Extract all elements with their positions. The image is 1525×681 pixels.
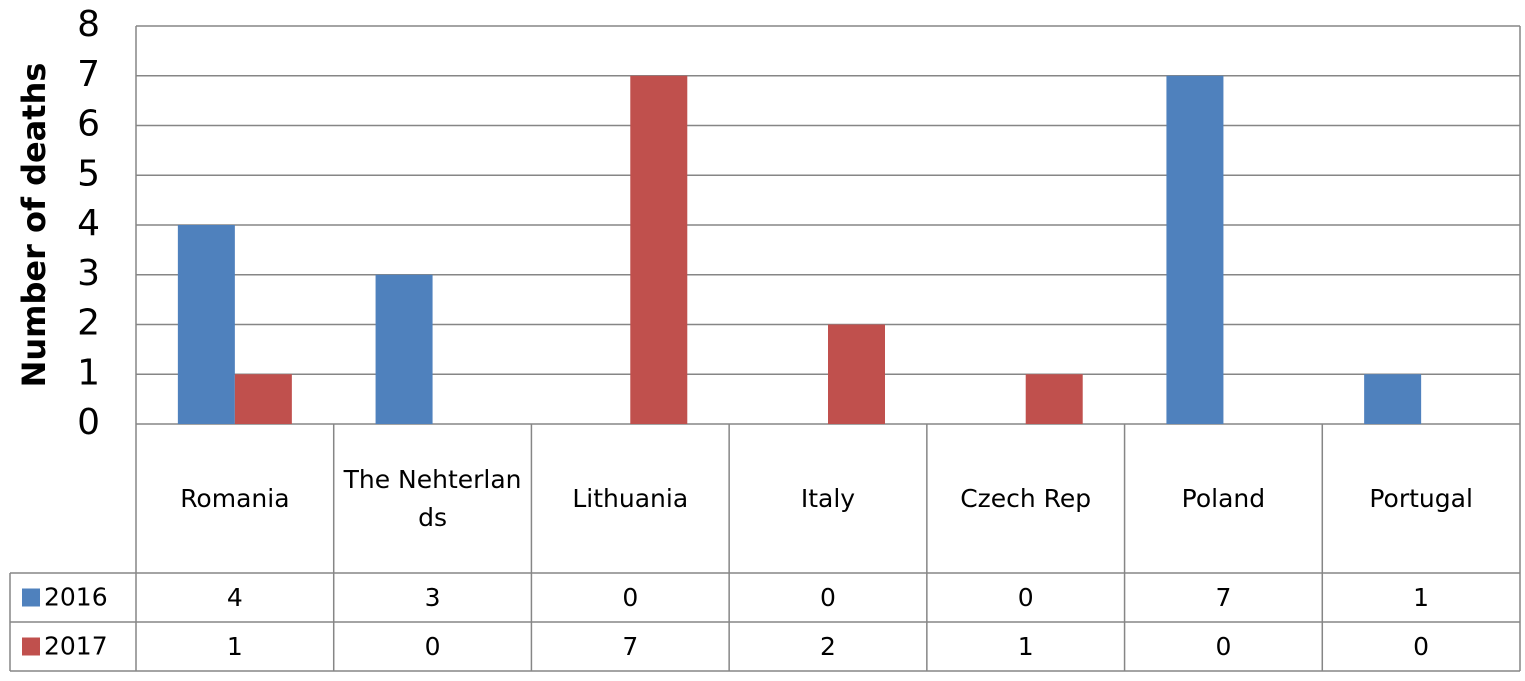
table-value: 7 [622, 631, 639, 661]
legend-key [22, 637, 40, 656]
x-tick-label: Portugal [1369, 483, 1473, 513]
legend-key [22, 588, 40, 607]
y-tick-label: 1 [77, 352, 100, 393]
table-value: 1 [226, 631, 243, 661]
table-value: 0 [622, 582, 639, 612]
table-value: 2 [820, 631, 836, 661]
x-tick-label: Romania [180, 483, 290, 513]
legend-label: 2016 [44, 583, 108, 612]
y-tick-label: 8 [77, 4, 100, 45]
y-tick-label: 5 [77, 153, 100, 194]
x-tick-label: Italy [800, 483, 856, 513]
legend-label: 2017 [44, 632, 108, 661]
table-value: 1 [1017, 631, 1034, 661]
table-value: 0 [424, 631, 441, 661]
bar [1364, 374, 1422, 424]
bar [828, 324, 885, 424]
table-value: 0 [1215, 631, 1232, 661]
x-tick-label: Poland [1181, 483, 1266, 513]
y-tick-label: 7 [77, 54, 100, 95]
y-tick-label: 3 [77, 253, 100, 294]
y-tick-label: 4 [77, 203, 100, 244]
table-value: 4 [226, 582, 243, 612]
table-value: 0 [1017, 582, 1034, 612]
y-tick-label: 2 [77, 303, 100, 344]
bar [234, 374, 292, 424]
bar [1166, 75, 1224, 424]
bar [1025, 374, 1083, 424]
y-axis-label: Number of deaths [15, 63, 53, 388]
bar [375, 274, 433, 424]
table-value: 0 [1413, 631, 1430, 661]
bar [630, 75, 688, 424]
table-value: 0 [820, 582, 836, 612]
table-value: 3 [424, 582, 441, 612]
table-value: 1 [1413, 582, 1430, 612]
x-tick-label: The Nehterlands [343, 464, 522, 532]
bar [177, 225, 235, 424]
x-tick-label: Czech Rep [960, 483, 1092, 513]
y-tick-label: 0 [77, 402, 100, 443]
y-tick-label: 6 [77, 104, 100, 145]
x-tick-label: Lithuania [572, 483, 689, 513]
table-value: 7 [1215, 582, 1232, 612]
